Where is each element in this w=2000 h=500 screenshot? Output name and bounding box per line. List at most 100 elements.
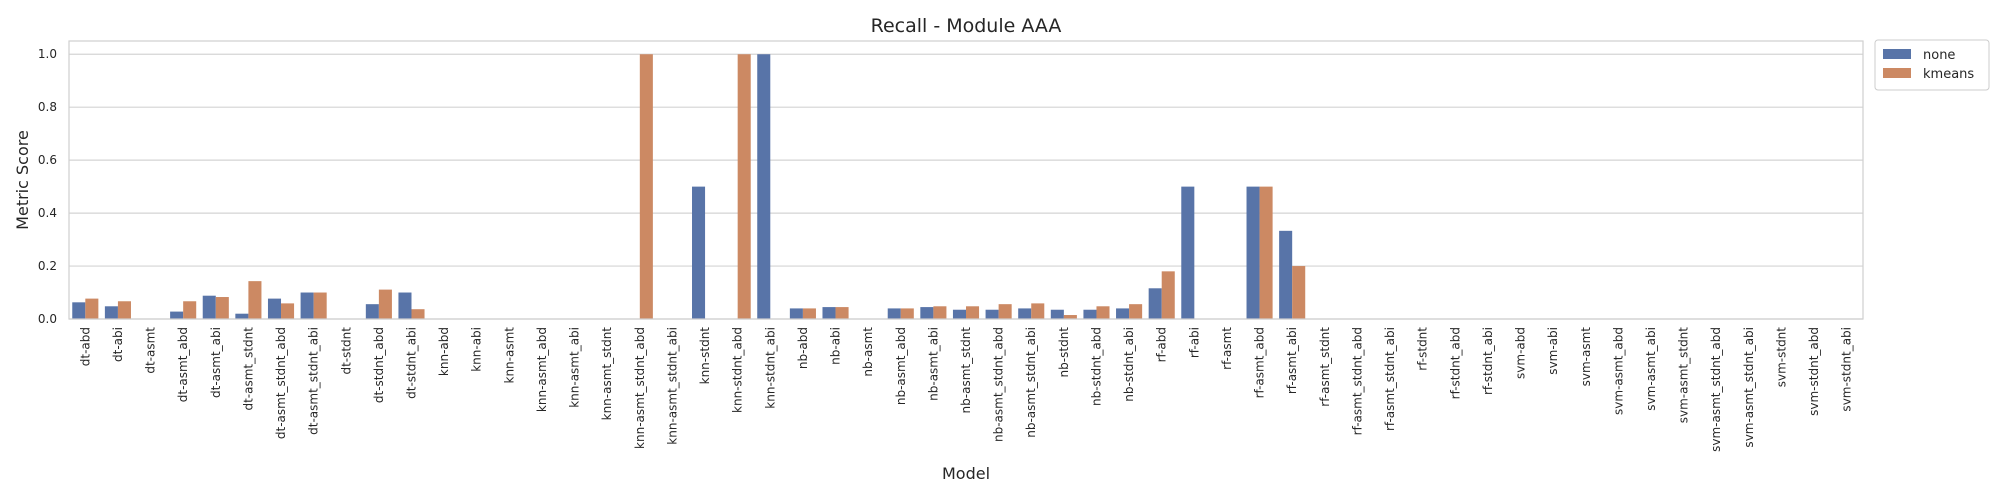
x-tick-label: svm-asmt_abi bbox=[1644, 327, 1658, 411]
x-tick-label: nb-abd bbox=[796, 327, 810, 369]
x-tick-label: rf-stdnt_abd bbox=[1448, 327, 1462, 399]
x-tick-label: nb-stdnt_abi bbox=[1122, 327, 1136, 402]
bar-kmeans-nb-asmt_stdnt_abi bbox=[1031, 303, 1045, 319]
x-tick-label: rf-asmt_abd bbox=[1253, 327, 1267, 398]
bar-kmeans-dt-abd bbox=[85, 298, 99, 319]
x-tick-label: dt-asmt_abi bbox=[209, 327, 223, 398]
x-tick-label: knn-stdnt bbox=[698, 327, 712, 385]
bar-none-dt-asmt_abd bbox=[170, 311, 184, 319]
bar-kmeans-rf-asmt_abi bbox=[1292, 266, 1306, 319]
bar-none-dt-asmt_stdnt_abi bbox=[300, 292, 314, 319]
x-tick-label: svm-abi bbox=[1546, 327, 1560, 375]
y-tick-label: 0.4 bbox=[38, 206, 57, 220]
legend-swatch-kmeans bbox=[1883, 68, 1911, 78]
x-tick-label: knn-asmt_stdnt_abi bbox=[665, 327, 679, 445]
x-tick-label: svm-stdnt_abi bbox=[1840, 327, 1854, 412]
bar-none-dt-abd bbox=[72, 302, 86, 319]
bar-none-nb-abi bbox=[822, 307, 836, 319]
x-tick-label: knn-asmt bbox=[502, 327, 516, 384]
x-tick-label: dt-stdnt_abd bbox=[372, 327, 386, 403]
bar-kmeans-nb-stdnt bbox=[1063, 315, 1077, 319]
x-tick-label: knn-stdnt_abd bbox=[731, 327, 745, 413]
bar-kmeans-knn-asmt_stdnt_abd bbox=[639, 54, 653, 320]
x-tick-label: dt-asmt_stdnt_abi bbox=[307, 327, 321, 435]
y-tick-labels: 0.0 0.2 0.4 0.6 0.8 1.0 bbox=[38, 47, 57, 326]
bar-kmeans-nb-asmt_abd bbox=[900, 308, 914, 319]
bar-kmeans-nb-asmt_stdnt_abd bbox=[998, 304, 1012, 319]
y-tick-label: 0.8 bbox=[38, 100, 57, 114]
y-tick-label: 0.6 bbox=[38, 153, 57, 167]
bar-none-rf-abd bbox=[1148, 288, 1162, 319]
x-tick-label: knn-abi bbox=[470, 327, 484, 372]
bar-kmeans-dt-asmt_abi bbox=[215, 297, 229, 319]
x-tick-label: knn-abd bbox=[437, 327, 451, 376]
x-axis-label: Model bbox=[942, 464, 990, 483]
bar-kmeans-dt-asmt_stdnt bbox=[248, 281, 262, 319]
bar-kmeans-nb-stdnt_abi bbox=[1129, 304, 1143, 319]
bar-kmeans-nb-asmt_stdnt bbox=[966, 306, 980, 319]
x-tick-label: dt-abd bbox=[78, 327, 92, 366]
x-tick-label: rf-asmt_stdnt bbox=[1318, 327, 1332, 407]
y-tick-label: 0.0 bbox=[38, 312, 57, 326]
x-tick-label: rf-asmt_abi bbox=[1285, 327, 1299, 394]
bar-none-nb-abd bbox=[789, 308, 803, 319]
x-tick-label: rf-abi bbox=[1187, 327, 1201, 358]
bar-none-nb-stdnt_abd bbox=[1083, 309, 1097, 319]
bar-none-nb-asmt_abi bbox=[920, 307, 934, 319]
x-tick-label: nb-asmt_stdnt bbox=[959, 327, 973, 414]
bar-none-dt-asmt_abi bbox=[202, 295, 216, 319]
y-axis-label: Metric Score bbox=[13, 130, 32, 230]
x-tick-labels: dt-abd dt-abi dt-asmt dt-asmt_abd dt-asmt_ab… bbox=[78, 327, 1853, 452]
x-tick-label: svm-asmt_stdnt_abi bbox=[1742, 327, 1756, 448]
chart-title: Recall - Module AAA bbox=[871, 15, 1062, 37]
bar-none-dt-abi bbox=[104, 306, 118, 319]
bar-kmeans-dt-asmt_stdnt_abd bbox=[281, 303, 295, 319]
legend-label-none: none bbox=[1923, 48, 1955, 63]
x-tick-label: knn-asmt_abi bbox=[568, 327, 582, 408]
x-tick-label: svm-asmt_abd bbox=[1611, 327, 1625, 415]
bar-none-knn-stdnt_abi bbox=[757, 54, 771, 320]
bar-none-rf-asmt_abd bbox=[1246, 186, 1260, 319]
bar-none-dt-asmt_stdnt bbox=[235, 313, 249, 319]
bar-none-rf-abi bbox=[1181, 186, 1195, 319]
bar-kmeans-nb-abd bbox=[802, 308, 816, 319]
x-tick-label: nb-asmt bbox=[861, 327, 875, 377]
x-tick-label: svm-abd bbox=[1514, 327, 1528, 379]
x-tick-label: dt-stdnt bbox=[339, 327, 353, 375]
bar-kmeans-nb-abi bbox=[835, 307, 849, 319]
bar-none-dt-stdnt_abd bbox=[365, 304, 379, 319]
x-tick-label: knn-asmt_stdnt bbox=[600, 327, 614, 421]
bar-none-knn-stdnt bbox=[692, 186, 706, 319]
x-tick-label: nb-asmt_stdnt_abi bbox=[1024, 327, 1038, 438]
bar-kmeans-nb-asmt_abi bbox=[933, 306, 947, 319]
x-tick-label: dt-asmt_abd bbox=[176, 327, 190, 402]
bar-none-dt-asmt_stdnt_abd bbox=[267, 298, 282, 319]
x-tick-label: dt-asmt bbox=[144, 327, 158, 374]
bar-kmeans-rf-abd bbox=[1161, 271, 1175, 319]
bar-kmeans-rf-asmt_abd bbox=[1259, 186, 1273, 319]
x-tick-label: knn-asmt_stdnt_abd bbox=[633, 327, 647, 449]
y-tick-label: 1.0 bbox=[38, 47, 57, 61]
x-tick-label: dt-stdnt_abi bbox=[404, 327, 418, 399]
x-tick-label: dt-asmt_stdnt_abd bbox=[274, 327, 288, 439]
x-tick-label: svm-asmt bbox=[1579, 327, 1593, 387]
x-tick-label: rf-asmt_stdnt_abd bbox=[1350, 327, 1364, 435]
bar-kmeans-nb-stdnt_abd bbox=[1096, 306, 1110, 319]
x-tick-label: dt-asmt_stdnt bbox=[241, 327, 255, 411]
x-tick-label: nb-abi bbox=[829, 327, 843, 365]
bar-kmeans-dt-stdnt_abi bbox=[411, 309, 425, 319]
bar-kmeans-dt-asmt_stdnt_abi bbox=[313, 292, 327, 319]
legend-label-kmeans: kmeans bbox=[1923, 67, 1974, 82]
x-tick-label: rf-asmt_stdnt_abi bbox=[1383, 327, 1397, 431]
y-tick-label: 0.2 bbox=[38, 259, 57, 273]
legend-swatch-none bbox=[1883, 49, 1911, 59]
x-tick-label: svm-asmt_stdnt_abd bbox=[1709, 327, 1723, 452]
x-tick-label: nb-asmt_abd bbox=[894, 327, 908, 405]
bar-none-nb-asmt_stdnt bbox=[952, 309, 966, 319]
x-tick-label: nb-stdnt bbox=[1057, 327, 1071, 378]
bar-none-nb-asmt_stdnt_abi bbox=[1018, 308, 1032, 319]
x-tick-label: knn-asmt_abd bbox=[535, 327, 549, 412]
x-tick-label: rf-stdnt_abi bbox=[1481, 327, 1495, 395]
x-tick-label: dt-abi bbox=[111, 327, 125, 362]
